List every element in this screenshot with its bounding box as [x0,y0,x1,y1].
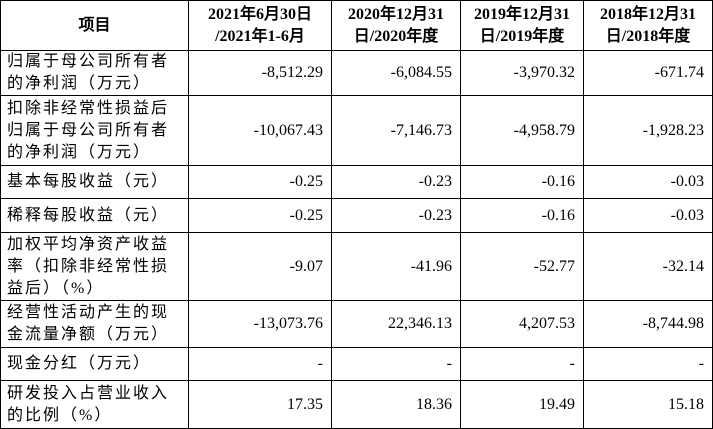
table-body: 归属于母公司所有者 的净利润（万元） -8,512.29 -6,084.55 -3,97… [0,50,713,429]
value-cell: -3,970.32 [460,50,584,96]
value-cell: -7,146.73 [331,95,461,166]
value-cell: -0.16 [460,165,584,199]
table-row: 研发投入占营业收入 的比例（%） 17.35 18.36 19.49 15.18 [0,380,713,429]
text-line: 扣除非经常性损益后 [7,99,170,117]
table-row: 基本每股收益（元） -0.25 -0.23 -0.16 -0.03 [0,165,713,199]
row-label: 现金分红（万元） [0,347,189,381]
text-line: 2021年6月30日 [207,5,312,23]
value-cell: 18.36 [331,380,461,429]
text-line: 2018年12月31 [599,5,696,23]
value-cell: -0.23 [331,198,461,233]
text-line: 经营性活动产生的现 [7,304,170,321]
value-cell: - [331,347,461,381]
header-row: 项目 2021年6月30日/2021年1-6月 2020年12月31 日/2020年度… [0,0,713,51]
header-cell: 2020年12月31 日/2020年度 [331,0,461,51]
value-cell: - [583,347,713,381]
value-cell: -0.16 [460,198,584,233]
text-line: 基本每股收益（元） [7,173,170,190]
row-label: 加权平均净资产收益 率（扣除非经常性损 益后）（%） [0,232,189,301]
value-cell: -671.74 [583,50,713,96]
value-cell: -0.25 [188,198,332,233]
value-cell: -0.03 [583,198,713,233]
value-cell: -32.14 [583,232,713,301]
table-row: 归属于母公司所有者 的净利润（万元） -8,512.29 -6,084.55 -3,97… [0,50,713,96]
value-cell: -13,073.76 [188,300,332,348]
table-row: 加权平均净资产收益 率（扣除非经常性损 益后）（%） -9.07 -41.96 -52.7… [0,232,713,301]
text-line: 金流量净额（万元） [7,326,170,343]
value-cell: -8,744.98 [583,300,713,348]
table-row: 稀释每股收益（元） -0.25 -0.23 -0.16 -0.03 [0,198,713,233]
text-line: 日/2020年度 [353,27,439,45]
value-cell: 4,207.53 [460,300,584,348]
text-line: 日/2018年度 [605,27,691,45]
header-cell: 2021年6月30日/2021年1-6月 [188,0,332,51]
row-label: 稀释每股收益（元） [0,198,189,233]
value-cell: - [460,347,584,381]
header-cell: 项目 [0,0,189,51]
text-line: 益后）（%） [7,279,105,297]
text-line: 日/2019年度 [479,27,565,45]
text-line: 稀释每股收益（元） [7,206,170,224]
value-cell: -0.03 [583,165,713,199]
table-row: 扣除非经常性损益后 归属于母公司所有者 的净利润（万元） -10,067.43 -7,1… [0,95,713,166]
value-cell: 22,346.13 [331,300,461,348]
value-cell: -6,084.55 [331,50,461,96]
text-line: 的净利润（万元） [7,75,152,92]
text-line: 2020年12月31 [347,5,444,23]
value-cell: 17.35 [188,380,332,429]
text-line: 现金分红（万元） [7,355,152,372]
value-cell: 19.49 [460,380,584,429]
row-label: 扣除非经常性损益后 归属于母公司所有者 的净利润（万元） [0,95,189,166]
value-cell: -10,067.43 [188,95,332,166]
row-label: 归属于母公司所有者 的净利润（万元） [0,50,189,96]
header-cell: 2019年12月31 日/2019年度 [460,0,584,51]
value-cell: -41.96 [331,232,461,301]
row-label: 经营性活动产生的现 金流量净额（万元） [0,300,189,348]
value-cell: -9.07 [188,232,332,301]
text-line: /2021年1-6月 [215,27,305,45]
table-row: 经营性活动产生的现 金流量净额（万元） -13,073.76 22,346.13 4,2… [0,300,713,348]
value-cell: -0.25 [188,165,332,199]
text-line: 的比例（%） [7,406,113,424]
value-cell: -8,512.29 [188,50,332,96]
table-row: 现金分红（万元） - - - - [0,347,713,381]
row-label: 基本每股收益（元） [0,165,189,199]
text-line: 归属于母公司所有者 [7,53,170,70]
text-line: 项目 [78,16,111,34]
value-cell: - [188,347,332,381]
text-line: 归属于母公司所有者 [7,121,170,139]
value-cell: -52.77 [460,232,584,301]
text-line: 研发投入占营业收入 [7,384,170,402]
text-line: 2019年12月31 [473,5,570,23]
text-line: 的净利润（万元） [7,143,152,161]
header-cell: 2018年12月31 日/2018年度 [583,0,713,51]
row-label: 研发投入占营业收入 的比例（%） [0,380,189,429]
text-line: 加权平均净资产收益 [7,235,170,253]
value-cell: -1,928.23 [583,95,713,166]
value-cell: -4,958.79 [460,95,584,166]
value-cell: 15.18 [583,380,713,429]
value-cell: -0.23 [331,165,461,199]
text-line: 率（扣除非经常性损 [7,257,170,275]
